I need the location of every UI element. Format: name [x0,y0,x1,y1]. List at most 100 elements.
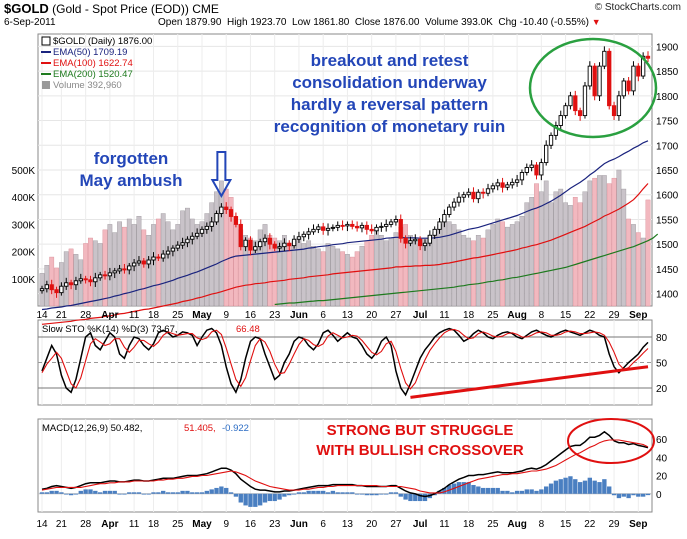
volume-bar [461,235,467,307]
macd-histogram-bar [364,493,369,496]
candle-body [636,65,641,77]
volume-bar [117,221,122,307]
volume-bar [475,235,481,307]
candle-body [141,260,146,265]
volume-bar [306,240,312,307]
x-tick-label: 29 [609,519,621,530]
macd-histogram-bar [461,482,466,494]
macd-histogram-bar [102,490,108,494]
x-tick-label: 25 [172,310,184,321]
candle-body [514,179,520,183]
sto-header-label: Slow STO %K(14) %D(3) 73.67, [42,324,178,335]
macd-histogram-bar [568,476,573,494]
macd-histogram-bar [413,493,418,502]
x-tick-label: 29 [609,310,621,321]
candle-body [544,144,549,164]
volume-bar [68,248,74,307]
volume-bar [514,221,520,307]
macd-histogram-bar [437,490,442,494]
x-tick-label: 11 [439,519,450,530]
candle-body [209,221,214,227]
macd-histogram-bar [335,492,340,494]
candle-body [500,182,505,188]
volume-bar [480,237,486,307]
candle-body [88,279,93,283]
candle-body [233,216,239,225]
candle-body [461,194,466,198]
volume-bar [456,229,462,307]
volume-bar [252,240,258,307]
macd-histogram-bar [505,490,510,494]
candle-body [107,272,113,277]
macd-histogram-bar [582,480,588,494]
macd-histogram-bar [403,493,408,500]
volume-bar [543,180,549,307]
ema50-line [41,140,649,311]
x-tick-label: Apr [101,310,118,321]
candle-body [49,284,54,291]
macd-histogram-bar [374,493,379,496]
candle-body [384,223,389,227]
volume-bar [408,235,413,307]
x-tick-label: 28 [80,519,92,530]
price-tick-label: 1700 [656,141,679,152]
legend-candle-icon [41,36,51,46]
candle-body [534,164,539,176]
volume-bar [335,248,341,307]
candle-body [408,240,413,244]
annotation-line: recognition of monetary ruin [273,117,506,136]
macd-panel-frame [37,418,653,513]
macd-histogram-bar [122,493,127,495]
candle-body [272,243,277,249]
volume-bar [451,224,457,307]
volume-bar [524,202,530,307]
volume-bar [509,224,515,307]
legend-label: EMA(100) 1622.74 [53,58,133,69]
x-tick-label: 13 [342,310,354,321]
date-label: 6-Sep-2011 [4,17,56,28]
x-tick-label: 25 [172,519,184,530]
volume-bar [393,232,399,307]
x-tick-label: 21 [56,310,68,321]
macd-histogram-bar [117,493,122,495]
x-tick-label: 18 [463,519,475,530]
volume-bar [577,202,583,307]
low-value: 1861.80 [313,17,350,28]
candle-body [204,225,209,230]
macd-histogram-bar [393,492,399,494]
ohlc-readout: Open 1879.90 High 1923.70 Low 1861.80 Cl… [158,17,601,28]
macd-histogram-bar [369,493,374,496]
candle-body [413,238,418,242]
volume-bar [563,202,568,307]
volume-bar [616,169,622,307]
candle-body [529,164,534,168]
volume-bar [340,251,345,307]
candle-body [340,224,345,227]
volume-bar [83,243,89,307]
volume-bar [587,180,593,307]
candle-body [146,259,151,265]
macd-histogram-bar [621,493,626,497]
macd-histogram-bar [359,493,365,495]
macd-histogram-bar [190,492,195,494]
close-label: Close [354,17,381,28]
x-tick-label: 8 [539,519,545,530]
candle-body [548,134,554,146]
chg-label: Chg [498,17,517,28]
volume-bar [495,218,501,307]
x-tick-label: 6 [320,519,326,530]
macd-histogram-bar [384,493,389,495]
volume-bar [349,256,355,307]
price-tick-label: 1400 [656,290,679,301]
macd-highlight-oval [567,418,655,464]
macd-histogram-bar [456,482,462,494]
macd-histogram-bar [534,490,539,494]
volume-bar [635,232,641,307]
macd-histogram-bar [204,490,210,494]
x-tick-label: May [192,310,212,321]
price-tick-label: 1450 [656,265,679,276]
volume-bar [88,237,93,307]
candle-body [519,172,525,181]
macd-histogram-bar [616,493,622,499]
macd-histogram-bar [321,490,326,494]
